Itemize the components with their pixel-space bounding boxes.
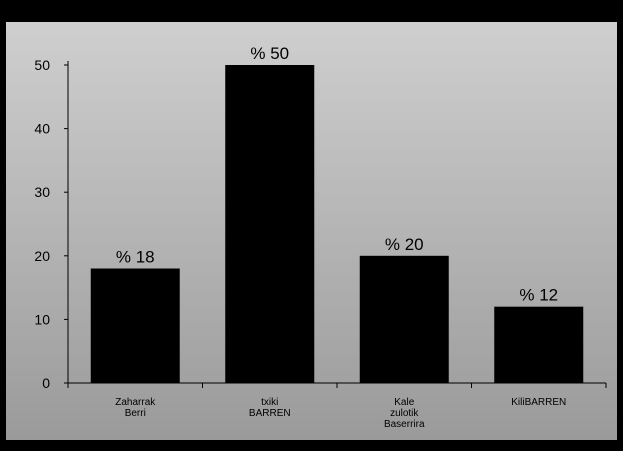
y-tick-label: 0 xyxy=(42,375,50,391)
x-tick-label: KiliBARREN xyxy=(511,397,566,408)
y-tick-label: 50 xyxy=(34,57,50,73)
bar xyxy=(359,255,449,383)
bar xyxy=(90,268,180,383)
data-label: % 20 xyxy=(385,235,424,254)
data-label: % 50 xyxy=(250,44,289,63)
data-label: % 18 xyxy=(116,248,155,267)
x-tick-label: Zaharrak Berri xyxy=(115,397,156,419)
bar xyxy=(225,65,315,383)
y-tick-label: 20 xyxy=(34,248,50,264)
bar xyxy=(494,306,584,383)
y-tick-label: 10 xyxy=(34,311,50,327)
y-tick-label: 40 xyxy=(34,121,50,137)
x-tick-label: txiki BARREN xyxy=(249,397,291,419)
data-label: % 12 xyxy=(519,286,558,305)
x-tick-label: Kale zulotik Baserrira xyxy=(384,397,425,430)
y-tick-label: 30 xyxy=(34,184,50,200)
